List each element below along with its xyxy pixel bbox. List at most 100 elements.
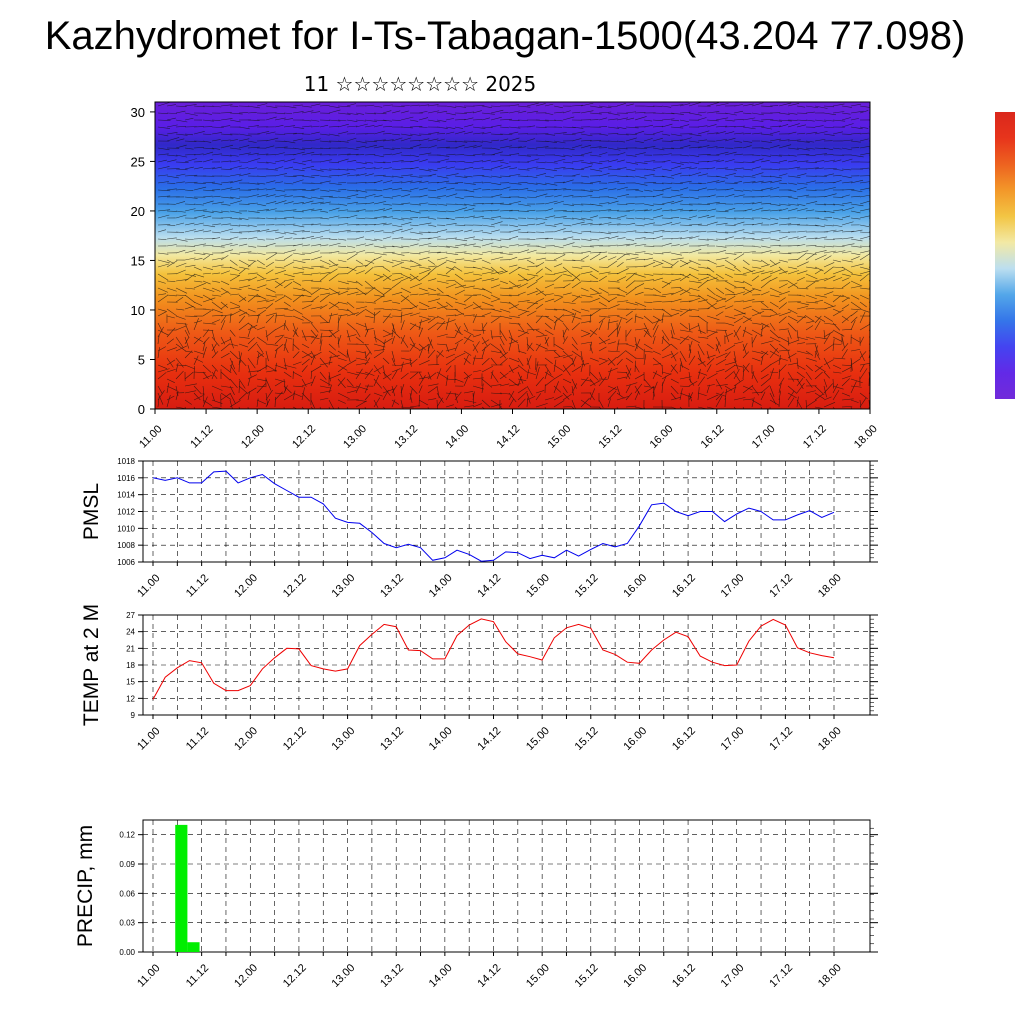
wind-arrow — [211, 351, 219, 359]
wind-arrow — [778, 252, 792, 255]
wind-arrow — [814, 167, 824, 170]
wind-arrow — [382, 315, 393, 318]
wind-arrow — [679, 376, 692, 380]
wind-arrow — [274, 280, 283, 287]
wind-arrow — [499, 336, 505, 346]
wind-arrow — [382, 388, 395, 394]
wind-arrow — [193, 146, 204, 149]
wind-arrow — [769, 125, 782, 128]
wind-arrow — [175, 362, 179, 373]
wind-arrow — [238, 380, 241, 394]
wind-arrow — [175, 181, 185, 184]
wind-arrow — [373, 256, 382, 261]
y-tick-label: 27 — [126, 611, 135, 620]
wind-arrow — [553, 216, 567, 219]
wind-arrow — [508, 366, 519, 373]
wind-arrow — [472, 258, 482, 261]
wind-arrow — [472, 370, 482, 373]
wind-arrow — [400, 259, 414, 262]
wind-arrow — [193, 406, 196, 409]
wind-arrow — [760, 181, 773, 184]
wind-arrow — [382, 147, 395, 150]
wind-arrow — [319, 217, 329, 220]
wind-arrow — [157, 311, 167, 317]
wind-arrow — [823, 359, 834, 366]
wind-arrow — [346, 287, 358, 289]
wind-arrow — [310, 329, 318, 338]
wind-arrow — [175, 279, 189, 282]
wind-arrow — [283, 105, 297, 109]
wind-arrow — [220, 303, 228, 310]
wind-arrow — [625, 310, 633, 317]
wind-arrow — [481, 112, 495, 115]
wind-arrow — [562, 217, 574, 220]
wind-arrow — [607, 260, 618, 268]
wind-arrow — [364, 258, 376, 268]
wind-arrow — [418, 347, 424, 359]
wind-arrow — [778, 336, 790, 343]
wind-arrow — [157, 385, 163, 394]
wind-arrow — [292, 151, 305, 156]
wind-arrow — [751, 132, 763, 135]
wind-arrow — [463, 215, 475, 219]
wind-arrow — [706, 294, 719, 301]
wind-arrow — [535, 366, 540, 380]
wind-arrow — [220, 133, 233, 136]
wind-arrow — [202, 399, 213, 407]
wind-arrow — [805, 201, 818, 205]
wind-arrow — [670, 392, 677, 400]
wind-arrow — [526, 217, 538, 220]
wind-arrow — [805, 320, 815, 324]
wind-arrow — [454, 301, 467, 306]
wind-arrow — [184, 371, 194, 380]
wind-arrow — [517, 357, 524, 367]
wind-arrow — [184, 133, 194, 136]
wind-arrow — [760, 385, 770, 394]
wind-arrow — [166, 137, 180, 142]
wind-arrow — [661, 313, 664, 324]
wind-arrow — [832, 168, 844, 171]
wind-arrow — [562, 283, 571, 289]
wind-arrow — [337, 153, 351, 156]
wind-arrow — [787, 371, 795, 382]
wind-arrow — [715, 231, 729, 234]
wind-arrow — [652, 193, 664, 198]
wind-arrow — [499, 175, 511, 177]
wind-arrow — [535, 315, 543, 324]
wind-arrow — [229, 343, 239, 347]
wind-arrow — [823, 133, 835, 136]
wind-arrow — [409, 259, 422, 266]
wind-arrow — [841, 328, 853, 331]
wind-arrow — [175, 287, 188, 294]
wind-arrow — [175, 222, 185, 226]
wind-arrow — [337, 377, 346, 387]
wind-arrow — [679, 124, 690, 128]
wind-arrow — [481, 278, 494, 282]
wind-arrow — [238, 315, 246, 324]
wind-arrow — [769, 329, 780, 339]
wind-arrow — [355, 140, 368, 144]
wind-arrow — [733, 202, 744, 205]
wind-arrow — [337, 399, 346, 404]
wind-arrow — [436, 133, 446, 135]
wind-arrow — [850, 336, 860, 343]
wind-arrow — [742, 288, 755, 296]
wind-arrow — [211, 119, 221, 121]
wind-arrow — [697, 154, 711, 156]
wind-arrow — [634, 360, 636, 373]
wind-arrow — [796, 371, 805, 379]
wind-arrow — [184, 117, 194, 121]
wind-arrow — [409, 385, 418, 394]
wind-arrow — [202, 310, 211, 317]
wind-arrow — [400, 110, 409, 114]
wind-arrow — [229, 399, 233, 409]
wind-arrow — [697, 322, 702, 335]
wind-arrow — [472, 355, 476, 366]
wind-arrow — [598, 406, 602, 409]
wind-arrow — [400, 320, 405, 331]
wind-arrow — [841, 230, 855, 233]
wind-arrow — [670, 322, 675, 335]
wind-arrow — [553, 158, 566, 163]
wind-arrow — [346, 329, 351, 342]
wind-arrow — [805, 308, 815, 310]
